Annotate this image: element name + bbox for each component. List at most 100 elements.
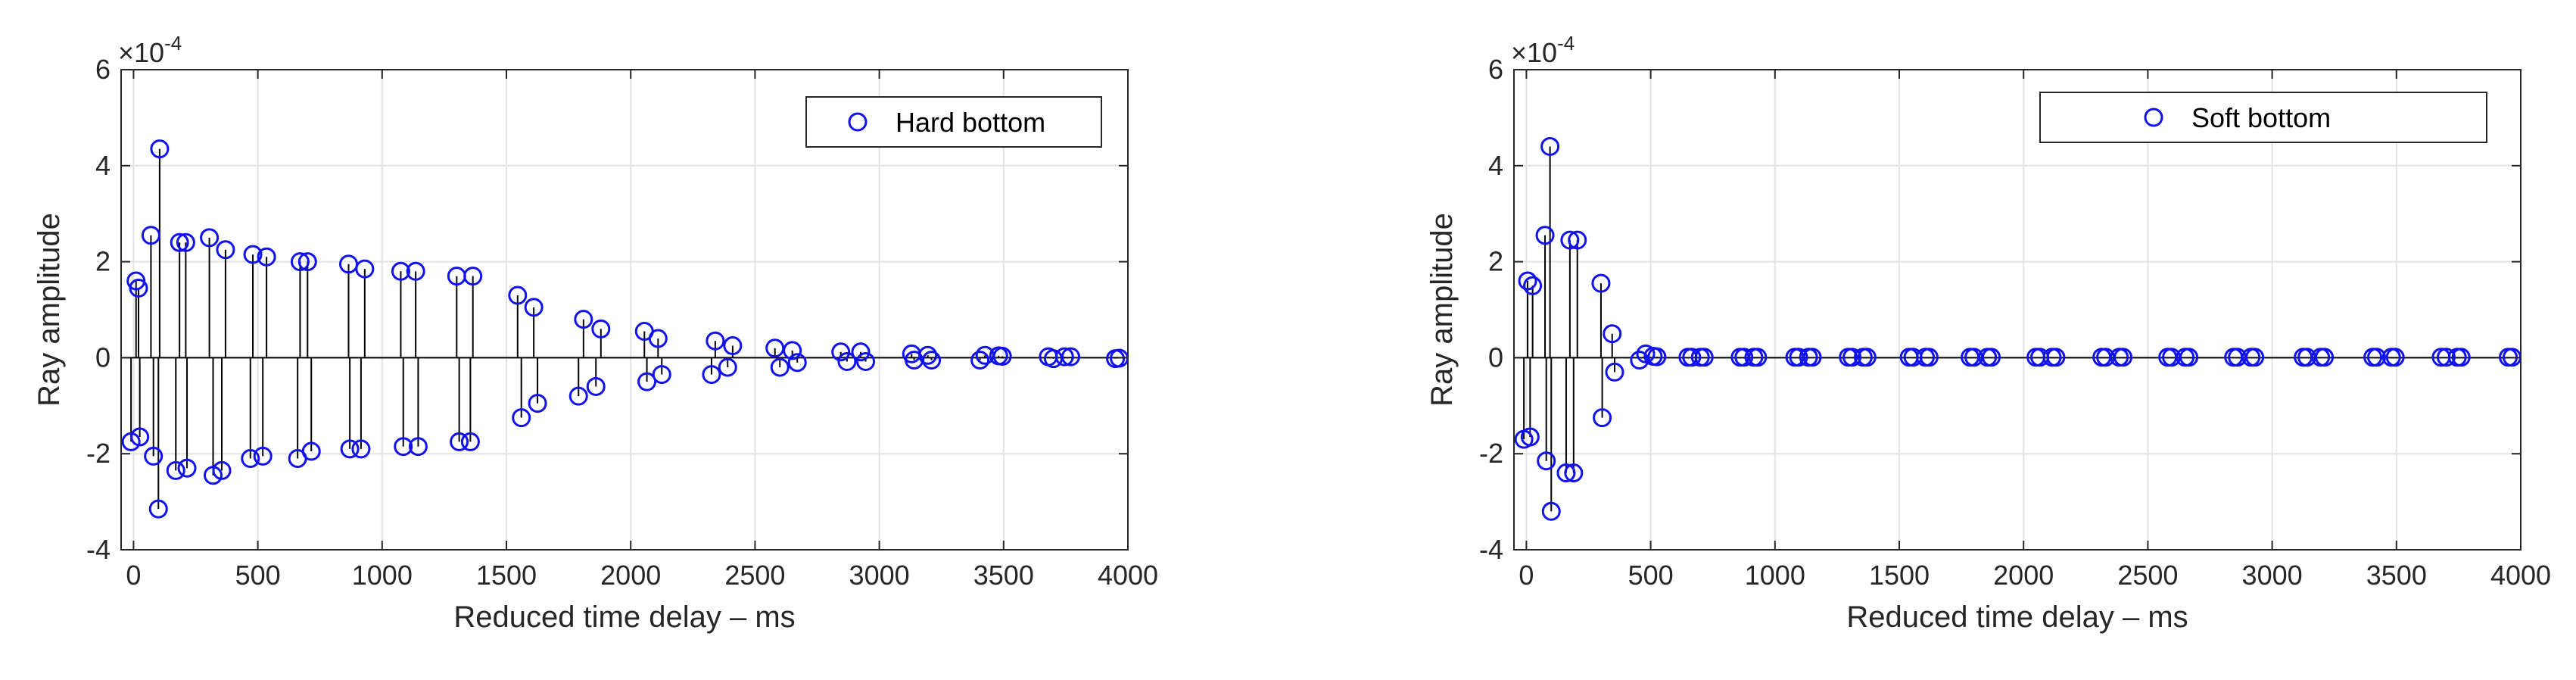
data-point <box>918 345 938 365</box>
legend-label: Hard bottom <box>896 107 1045 138</box>
y-tick-label: -4 <box>86 534 111 565</box>
markers <box>121 139 1129 519</box>
data-point <box>257 247 276 267</box>
data-point <box>524 298 544 317</box>
x-axis-label: Reduced time delay – ms <box>1846 600 2188 634</box>
y-tick-label: 0 <box>1488 342 1503 373</box>
data-point <box>141 226 160 245</box>
chart-panel-2: 0 500 1000 1500 2000 2500 3000 3500 4000 -4 -2 0 2 4 6… <box>1425 32 2551 634</box>
data-point <box>1982 348 2001 367</box>
data-point <box>702 365 721 385</box>
data-point <box>922 351 942 370</box>
data-point <box>1535 226 1555 245</box>
data-point <box>2046 348 2066 367</box>
data-point <box>406 261 425 281</box>
exponent-base: ×10 <box>1511 37 1557 68</box>
data-point <box>783 341 802 360</box>
data-point <box>340 439 360 459</box>
y-tick-label: 6 <box>95 54 111 85</box>
y-tick-label: 4 <box>1488 150 1503 181</box>
x-tick-label: 1000 <box>352 560 413 591</box>
data-point <box>1694 348 1714 367</box>
x-tick-label: 4000 <box>2490 560 2551 591</box>
markers <box>1514 136 2522 521</box>
data-point <box>150 139 170 159</box>
data-point <box>355 259 375 279</box>
x-tick-label: 2500 <box>724 560 785 591</box>
data-point <box>851 342 871 362</box>
data-point <box>301 441 321 461</box>
data-point <box>1603 324 1622 344</box>
x-tick-label: 1000 <box>1745 560 1805 591</box>
axes-box <box>1513 69 2521 551</box>
data-point <box>1605 362 1624 382</box>
data-point <box>1518 271 1537 291</box>
data-point <box>2436 348 2456 367</box>
exponent-base: ×10 <box>118 37 164 68</box>
data-point <box>1919 348 1939 367</box>
data-point <box>1647 347 1667 367</box>
x-tick-label: 2500 <box>2117 560 2178 591</box>
x-tick-label: 3500 <box>2366 560 2427 591</box>
data-point <box>1682 348 1702 367</box>
data-point <box>992 346 1012 366</box>
data-point <box>637 372 657 391</box>
data-point <box>394 437 413 457</box>
x-tick-label: 0 <box>126 560 141 591</box>
data-point <box>176 232 195 252</box>
data-point <box>1537 451 1556 471</box>
data-point <box>2367 348 2387 367</box>
data-point <box>212 460 232 480</box>
y-axis-label: Ray amplitude <box>1425 213 1459 407</box>
data-point <box>1748 348 1768 367</box>
chart-panel-1: 0 500 1000 1500 2000 2500 3000 3500 4000 -4 -2 0 2 4 6… <box>33 32 1158 634</box>
y-tick-label: -2 <box>86 438 111 469</box>
x-tick-label: 4000 <box>1098 560 1158 591</box>
data-point <box>1054 347 1074 367</box>
data-point <box>586 376 606 396</box>
y-tick-label: 2 <box>95 246 111 277</box>
legend-marker <box>848 112 867 132</box>
y-tick-label: 6 <box>1488 54 1503 85</box>
data-point <box>512 408 531 428</box>
x-tick-label: 1500 <box>476 560 537 591</box>
data-point <box>970 351 990 370</box>
data-point <box>1734 348 1754 367</box>
data-point <box>723 336 743 356</box>
data-point <box>243 245 263 264</box>
axes-box <box>120 69 1129 551</box>
data-point <box>1802 348 1822 367</box>
stems <box>1523 146 2513 512</box>
x-tick-label: 2000 <box>600 560 661 591</box>
x-axis-label: Reduced time delay – ms <box>453 600 795 634</box>
data-point <box>770 357 790 377</box>
data-point <box>1630 351 1649 370</box>
data-point <box>1061 347 1080 367</box>
y-tick-label: -2 <box>1479 438 1503 469</box>
legend-marker <box>2144 108 2163 127</box>
data-point <box>508 285 528 305</box>
data-point <box>130 427 150 447</box>
data-point <box>1556 463 1576 483</box>
data-point <box>177 458 197 478</box>
data-point <box>463 267 483 286</box>
ticks: 0 500 1000 1500 2000 2500 3000 3500 4000 -4 -2 0 2 4 6 <box>1479 54 2551 591</box>
x-tick-label: 3000 <box>2242 560 2303 591</box>
plot-area <box>1514 70 2521 550</box>
ticks: 0 500 1000 1500 2000 2500 3000 3500 4000 -4 -2 0 2 4 6 <box>86 54 1158 591</box>
y-tick-label: -4 <box>1479 534 1503 565</box>
data-point <box>1591 273 1611 293</box>
legend: Soft bottom <box>2039 92 2487 143</box>
data-point <box>297 252 317 272</box>
data-point <box>591 319 611 338</box>
data-point <box>1541 501 1561 521</box>
x-tick-label: 1500 <box>1869 560 1930 591</box>
data-point <box>2179 348 2199 367</box>
y-exponent-label: ×10-4 <box>1511 32 1575 68</box>
data-point <box>290 252 310 272</box>
data-point <box>129 278 148 298</box>
x-tick-label: 3500 <box>973 560 1034 591</box>
plot-area <box>121 70 1128 550</box>
data-point <box>216 240 235 260</box>
